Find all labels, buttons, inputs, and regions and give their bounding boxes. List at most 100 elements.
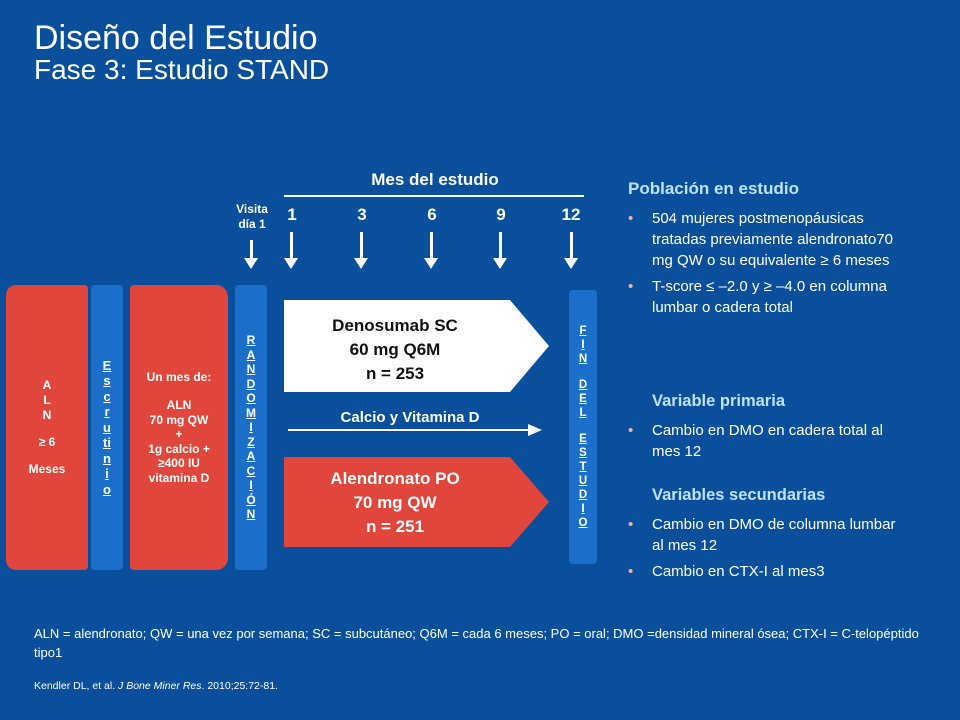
randomization-letter: I bbox=[249, 478, 253, 493]
citation-authors: Kendler DL, et al. bbox=[34, 680, 119, 692]
end-of-study-letter: S bbox=[579, 447, 587, 459]
randomization-letter: A bbox=[246, 449, 256, 464]
secondary-bullet: Cambio en DMO de columna lumbar al mes 1… bbox=[628, 514, 908, 556]
screening-letter: c bbox=[103, 388, 111, 404]
calcium-label: Calcio y Vitamina D bbox=[340, 409, 480, 426]
run-in-box: Un mes de: ALN 70 mg QW + 1g calcio + ≥4… bbox=[130, 285, 228, 570]
end-of-study-letter: E bbox=[579, 433, 587, 445]
visit-label-line1: Visita bbox=[236, 202, 268, 216]
randomization-letter: Z bbox=[247, 434, 255, 449]
end-of-study-letter: I bbox=[581, 339, 585, 351]
run-in-heading: Un mes de: bbox=[146, 369, 212, 384]
secondary-bullet: Cambio en CTX-I al mes3 bbox=[628, 561, 908, 582]
randomization-letter: R bbox=[246, 333, 256, 348]
screening-letter: ti bbox=[103, 435, 111, 451]
alendronate-arm-label: Alendronato PO 70 mg QW n = 251 bbox=[295, 467, 495, 539]
run-in-calcium: 1g calcio + bbox=[148, 441, 210, 456]
alendronate-arm-shape bbox=[284, 457, 549, 547]
visit-label-line2: día 1 bbox=[238, 217, 266, 231]
visit-arrow bbox=[244, 240, 258, 269]
month-arrow bbox=[284, 232, 298, 269]
denosumab-dose: 60 mg Q6M bbox=[349, 340, 441, 359]
run-in-drug: ALN bbox=[166, 398, 192, 413]
denosumab-drug: Denosumab SC bbox=[332, 316, 458, 335]
randomization-letter: I bbox=[249, 420, 253, 435]
run-in-plus: + bbox=[175, 427, 183, 442]
randomization-letter: N bbox=[246, 362, 256, 377]
randomization-letter: N bbox=[246, 507, 256, 522]
primary-list: Cambio en DMO en cadera total al mes 12 bbox=[628, 420, 898, 467]
month-label: 6 bbox=[427, 205, 437, 224]
end-of-study-letter bbox=[579, 366, 588, 378]
randomization-letter: Ó bbox=[246, 492, 256, 507]
secondary-heading: Variables secundarias bbox=[652, 486, 826, 504]
month-label: 9 bbox=[496, 205, 506, 224]
secondary-list: Cambio en DMO de columna lumbar al mes 1… bbox=[628, 514, 908, 587]
primary-heading: Variable primaria bbox=[652, 392, 785, 410]
screening-letter: E bbox=[102, 357, 112, 373]
population-list: 504 mujeres postmenopáusicas tratadas pr… bbox=[628, 208, 908, 323]
screening-letter: i bbox=[105, 466, 109, 482]
month-arrow bbox=[354, 232, 368, 269]
denosumab-n: n = 253 bbox=[365, 364, 425, 383]
aln-months-label: Meses bbox=[28, 462, 66, 476]
randomization-letter: O bbox=[246, 391, 256, 406]
denosumab-arm-shape bbox=[284, 300, 549, 392]
timeline-line bbox=[284, 195, 584, 197]
end-of-study-letter: D bbox=[578, 379, 588, 391]
primary-bullet: Cambio en DMO en cadera total al mes 12 bbox=[628, 420, 898, 462]
month-label: 3 bbox=[357, 205, 367, 224]
aln-duration: ≥ 6 bbox=[38, 435, 56, 449]
end-of-study-letter: N bbox=[578, 353, 588, 365]
timeline-heading: Mes del estudio bbox=[371, 170, 499, 189]
end-of-study-letter: D bbox=[578, 489, 588, 501]
aln-letter: A bbox=[42, 378, 52, 392]
screening-letter: r bbox=[104, 404, 110, 420]
month-arrow bbox=[564, 232, 578, 269]
aln-letter: N bbox=[42, 408, 52, 422]
end-of-study-letter: U bbox=[578, 475, 588, 487]
month-label: 1 bbox=[287, 205, 297, 224]
screening-letter: n bbox=[103, 450, 111, 466]
citation: Kendler DL, et al. J Bone Miner Res. 201… bbox=[34, 680, 278, 692]
month-arrow bbox=[493, 232, 507, 269]
aln-prior-box: A L N ≥ 6 Meses bbox=[6, 285, 88, 570]
screening-letter: s bbox=[103, 373, 111, 389]
calcium-arrow bbox=[288, 424, 542, 436]
run-in-iu: ≥400 IU bbox=[158, 456, 200, 471]
denosumab-arm-label: Denosumab SC 60 mg Q6M n = 253 bbox=[295, 314, 495, 386]
end-of-study-letter: I bbox=[581, 503, 585, 515]
alendronate-n: n = 251 bbox=[365, 517, 425, 536]
alendronate-dose: 70 mg QW bbox=[353, 493, 437, 512]
run-in-vitd: vitamina D bbox=[148, 470, 210, 485]
end-of-study-letter: F bbox=[579, 325, 587, 337]
slide-title: Diseño del Estudio bbox=[34, 19, 318, 57]
month-label: 12 bbox=[561, 205, 581, 224]
run-in-dose: 70 mg QW bbox=[149, 412, 209, 427]
randomization-letter: M bbox=[246, 405, 256, 420]
slide-subtitle: Fase 3: Estudio STAND bbox=[34, 54, 330, 85]
randomization-letter: D bbox=[246, 376, 256, 391]
population-heading: Población en estudio bbox=[628, 179, 799, 198]
randomization-letter: A bbox=[246, 347, 256, 362]
alendronate-drug: Alendronato PO bbox=[330, 469, 460, 488]
citation-details: . 2010;25:72-81. bbox=[201, 680, 278, 692]
end-of-study-letter: L bbox=[579, 407, 587, 419]
screening-letter: o bbox=[103, 481, 111, 497]
end-of-study-letter: O bbox=[578, 517, 588, 529]
abbreviations-footnote: ALN = alendronato; QW = una vez por sema… bbox=[34, 626, 919, 660]
randomization-letter: C bbox=[246, 463, 256, 478]
population-bullet: 504 mujeres postmenopáusicas tratadas pr… bbox=[628, 208, 908, 271]
aln-letter: L bbox=[43, 393, 51, 407]
citation-journal: J Bone Miner Res bbox=[118, 680, 202, 692]
visit-label: Visita día 1 bbox=[222, 202, 282, 232]
end-of-study-letter: E bbox=[579, 393, 587, 405]
screening-letter: u bbox=[103, 419, 111, 435]
month-arrow bbox=[424, 232, 438, 269]
end-of-study-letter bbox=[579, 420, 588, 432]
end-of-study-letter: T bbox=[579, 461, 587, 473]
population-bullet: T-score ≤ –2.0 y ≥ –4.0 en columna lumba… bbox=[628, 276, 908, 318]
